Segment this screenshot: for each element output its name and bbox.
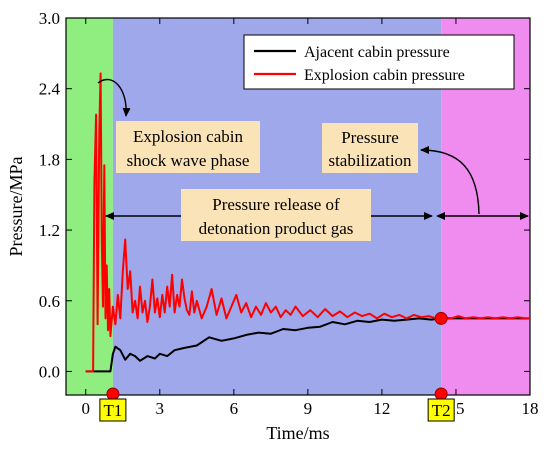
legend-box bbox=[243, 34, 515, 90]
series-line-explosion-cabin bbox=[85, 72, 530, 373]
y-tick-label: 3.0 bbox=[39, 9, 60, 28]
shock-wave-label-line2: shock wave phase bbox=[127, 151, 250, 170]
y-tick-label: 0.6 bbox=[39, 292, 60, 311]
pressure-release-label-line1: Pressure release of bbox=[212, 195, 340, 214]
marker-box-t1 bbox=[99, 398, 127, 422]
legend-label-1: Ajacent cabin pressure bbox=[304, 44, 450, 61]
marker-label-t2: T2 bbox=[432, 401, 451, 420]
y-tick-label: 0.0 bbox=[39, 362, 60, 381]
legend: Ajacent cabin pressure Explosion cabin pr… bbox=[243, 34, 515, 90]
x-tick-label: 18 bbox=[522, 399, 539, 418]
x-tick-label: 0 bbox=[81, 399, 90, 418]
legend-label-2: Explosion cabin pressure bbox=[304, 67, 465, 84]
pressure-release-label-line2: detonation product gas bbox=[199, 219, 354, 238]
intersection-point bbox=[434, 311, 448, 325]
marker-dot-t2 bbox=[434, 387, 448, 401]
pressure-release-box bbox=[181, 189, 371, 241]
marker-label-t1: T1 bbox=[103, 401, 122, 420]
annotations: Explosion cabin shock wave phase Pressure … bbox=[97, 78, 529, 422]
shock-wave-phase-box bbox=[116, 121, 260, 173]
series-line-adjacent-cabin bbox=[85, 317, 530, 373]
marker-box-t2 bbox=[427, 398, 455, 422]
x-tick-label: 12 bbox=[373, 399, 390, 418]
data-series bbox=[85, 72, 530, 373]
marker-dot-t1 bbox=[106, 387, 120, 401]
x-tick-label: 3 bbox=[156, 399, 165, 418]
grid-and-axes: 0 3 6 9 12 15 180.00.61.21.82.43.0Time/msPress… bbox=[6, 9, 539, 443]
stabilization-label-line1: Pressure bbox=[341, 128, 399, 147]
y-tick-label: 1.2 bbox=[39, 221, 60, 240]
phase-region-1 bbox=[66, 18, 113, 395]
x-tick-label: 6 bbox=[230, 399, 239, 418]
shock-wave-arrow bbox=[97, 78, 131, 117]
y-tick-label: 2.4 bbox=[39, 80, 61, 99]
x-axis-title: Time/ms bbox=[266, 423, 329, 443]
plot-frame bbox=[65, 17, 531, 396]
x-tick-label: 9 bbox=[304, 399, 313, 418]
shock-wave-label-line1: Explosion cabin bbox=[133, 127, 244, 146]
stabilization-label-line2: stabilization bbox=[328, 151, 412, 170]
y-axis-title: Pressure/MPa bbox=[6, 156, 26, 256]
stabilization-arrow bbox=[420, 146, 480, 215]
stabilization-box bbox=[322, 123, 418, 173]
y-tick-label: 1.8 bbox=[39, 150, 60, 169]
